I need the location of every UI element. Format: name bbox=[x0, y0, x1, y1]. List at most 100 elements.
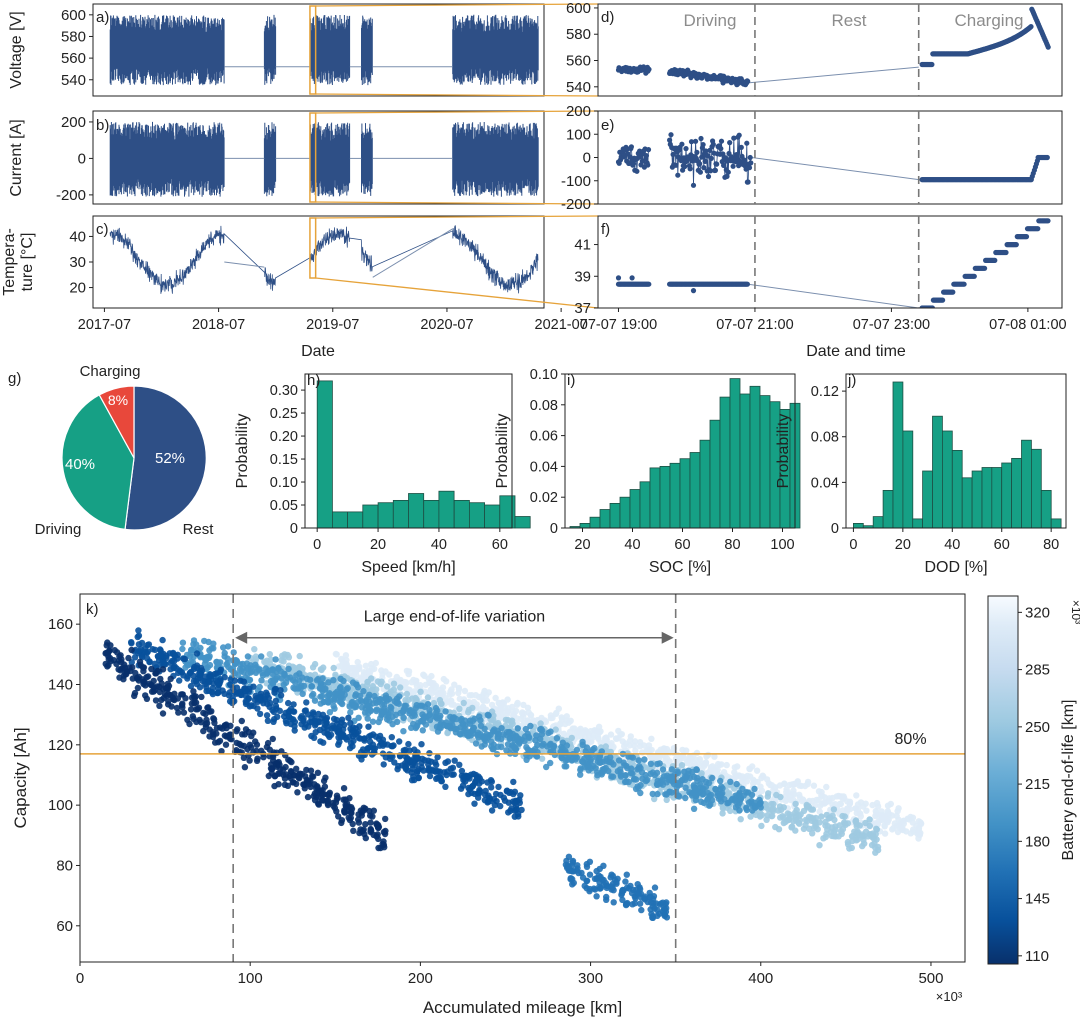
capacity-point bbox=[622, 772, 629, 779]
capacity-point bbox=[167, 675, 174, 682]
capacity-point bbox=[511, 799, 518, 807]
capacity-point bbox=[733, 780, 740, 788]
histogram-bar bbox=[689, 452, 701, 529]
capacity-point bbox=[304, 793, 312, 801]
data-point bbox=[673, 162, 679, 168]
capacity-point bbox=[485, 732, 492, 740]
capacity-point bbox=[301, 785, 308, 792]
capacity-point bbox=[747, 813, 754, 820]
capacity-point bbox=[563, 713, 570, 720]
capacity-point bbox=[419, 727, 426, 734]
capacity-point bbox=[293, 672, 300, 679]
capacity-point bbox=[600, 768, 607, 775]
capacity-point bbox=[848, 833, 856, 840]
capacity-point bbox=[206, 726, 213, 733]
date-time-axis-label: Date and time bbox=[806, 343, 906, 360]
data-point bbox=[708, 155, 714, 161]
capacity-point bbox=[158, 680, 165, 687]
capacity-point bbox=[433, 761, 440, 769]
capacity-point bbox=[813, 796, 820, 804]
capacity-point bbox=[340, 785, 348, 792]
capacity-point bbox=[744, 772, 751, 780]
zoom-line bbox=[315, 3, 599, 7]
capacity-point bbox=[400, 728, 407, 735]
capacity-point bbox=[804, 804, 811, 811]
x-axis-label: DOD [%] bbox=[924, 559, 987, 576]
capacity-point bbox=[891, 820, 898, 827]
capacity-point bbox=[421, 672, 428, 680]
capacity-point bbox=[734, 763, 741, 770]
capacity-point bbox=[190, 688, 197, 695]
capacity-point bbox=[144, 673, 152, 680]
capacity-point bbox=[266, 746, 273, 753]
y-tick-label: 37 bbox=[574, 300, 591, 317]
x-tick-label: 500 bbox=[918, 970, 943, 987]
data-point bbox=[1044, 154, 1050, 161]
capacity-point bbox=[649, 790, 656, 798]
capacity-point bbox=[214, 689, 221, 697]
capacity-point bbox=[357, 674, 364, 681]
capacity-point bbox=[314, 675, 322, 683]
y-tick-label: 0.25 bbox=[270, 406, 298, 422]
capacity-point bbox=[514, 737, 521, 745]
capacity-point bbox=[243, 687, 250, 694]
capacity-point bbox=[331, 804, 339, 812]
capacity-point bbox=[547, 712, 555, 719]
pie-charging-label: Charging bbox=[80, 363, 141, 380]
capacity-point bbox=[342, 652, 350, 659]
capacity-point bbox=[488, 807, 496, 814]
data-point bbox=[697, 169, 704, 175]
capacity-point bbox=[269, 735, 276, 743]
capacity-point bbox=[583, 877, 590, 885]
data-point bbox=[702, 158, 708, 164]
capacity-point bbox=[472, 740, 480, 747]
capacity-point bbox=[425, 757, 432, 764]
capacity-point bbox=[156, 688, 163, 696]
capacity-point bbox=[437, 712, 444, 720]
capacity-point bbox=[818, 813, 825, 820]
capacity-point bbox=[267, 699, 274, 707]
capacity-point bbox=[748, 791, 756, 799]
capacity-point bbox=[565, 853, 573, 860]
capacity-point bbox=[702, 778, 710, 786]
capacity-point bbox=[171, 652, 178, 660]
capacity-point bbox=[272, 697, 280, 705]
capacity-point bbox=[451, 681, 458, 688]
data-point bbox=[744, 140, 750, 146]
panel-k-label: k) bbox=[86, 601, 99, 618]
panel-i-label: i) bbox=[567, 372, 575, 389]
capacity-point bbox=[324, 797, 332, 805]
capacity-point bbox=[706, 802, 713, 809]
capacity-point bbox=[672, 755, 680, 762]
capacity-point bbox=[670, 775, 677, 782]
x-tick-label: 07-07 21:00 bbox=[716, 317, 793, 333]
capacity-point bbox=[188, 646, 195, 653]
y-tick-label: 0 bbox=[583, 150, 591, 167]
histogram-bar bbox=[609, 502, 621, 529]
temperature-series bbox=[109, 225, 539, 294]
capacity-point bbox=[221, 690, 228, 697]
capacity-point bbox=[678, 762, 686, 769]
capacity-point bbox=[403, 690, 411, 698]
capacity-point bbox=[732, 792, 739, 799]
capacity-point bbox=[152, 670, 160, 677]
text-labels: a) b) c) d) e) f) g) h) i) j) k) Voltage… bbox=[1, 9, 1024, 618]
capacity-point bbox=[364, 715, 371, 722]
capacity-point bbox=[231, 677, 239, 684]
data-point bbox=[714, 161, 720, 167]
capacity-point bbox=[477, 788, 484, 795]
capacity-point bbox=[312, 720, 320, 727]
capacity-point bbox=[275, 781, 282, 788]
capacity-point bbox=[907, 830, 914, 837]
capacity-point bbox=[881, 823, 888, 830]
capacity-point bbox=[636, 900, 644, 907]
data-point bbox=[688, 139, 695, 145]
capacity-point bbox=[357, 697, 365, 704]
capacity-point bbox=[405, 740, 412, 748]
histogram-bar bbox=[853, 523, 864, 529]
capacity-point bbox=[323, 714, 331, 722]
capacity-point bbox=[212, 739, 219, 746]
capacity-point bbox=[526, 753, 533, 760]
capacity-point bbox=[396, 693, 403, 700]
